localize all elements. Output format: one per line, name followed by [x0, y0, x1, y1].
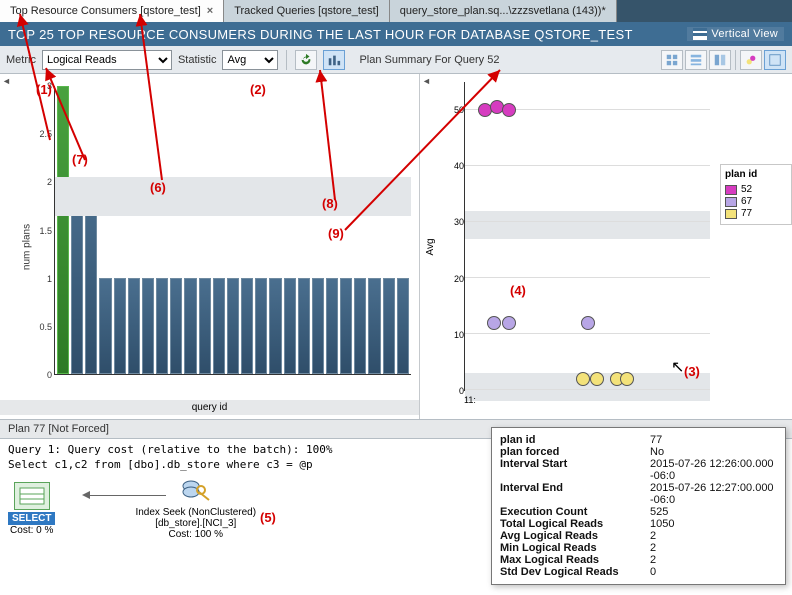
- barchart-xlabel: query id: [0, 400, 419, 415]
- statistic-select[interactable]: Avg: [222, 50, 278, 70]
- scatter-point[interactable]: [581, 316, 595, 330]
- metric-select[interactable]: Logical Reads: [42, 50, 172, 70]
- tab-label: Top Resource Consumers [qstore_test]: [10, 5, 201, 17]
- collapse-icon[interactable]: ◄: [2, 76, 11, 86]
- view-b-icon[interactable]: [764, 50, 786, 70]
- op-select[interactable]: SELECT Cost: 0 %: [8, 482, 55, 536]
- right-panel: ◄ Avg 01020304050 11: plan id 526777 ↖: [420, 74, 792, 419]
- bar[interactable]: [298, 278, 310, 374]
- bar[interactable]: [227, 278, 239, 374]
- vertical-view-button[interactable]: Vertical View: [687, 27, 784, 41]
- bar[interactable]: [199, 278, 211, 374]
- toolbar: Metric Logical Reads Statistic Avg Plan …: [0, 46, 792, 74]
- chart-type-icon[interactable]: [323, 50, 345, 70]
- statistic-label: Statistic: [178, 54, 217, 66]
- legend-item: 67: [725, 196, 787, 207]
- scatter-xaxis: 11:: [464, 395, 710, 405]
- bar[interactable]: [128, 278, 140, 374]
- select-icon: [14, 482, 50, 510]
- bar[interactable]: [57, 86, 69, 374]
- bar[interactable]: [284, 278, 296, 374]
- tab-query-file[interactable]: query_store_plan.sq...\zzzsvetlana (143)…: [390, 0, 617, 22]
- main: ◄ num plans 00.511.522.53 query id ◄ Avg…: [0, 74, 792, 419]
- page-title: TOP 25 TOP RESOURCE CONSUMERS DURING THE…: [8, 27, 633, 42]
- op-arrow: [86, 495, 166, 496]
- refresh-icon[interactable]: [295, 50, 317, 70]
- tab-label: Tracked Queries [qstore_test]: [234, 5, 379, 17]
- bar[interactable]: [340, 278, 352, 374]
- bar[interactable]: [156, 278, 168, 374]
- scatter-yaxis: 01020304050: [444, 82, 464, 391]
- bar[interactable]: [326, 278, 338, 374]
- scatter-point[interactable]: [576, 372, 590, 386]
- detail-icon[interactable]: [685, 50, 707, 70]
- vertical-view-icon: [693, 28, 707, 40]
- bar[interactable]: [354, 278, 366, 374]
- barchart-ylabel: num plans: [22, 223, 33, 269]
- view-a-icon[interactable]: [740, 50, 762, 70]
- op-seek-l2: [db_store].[NCI_3]: [135, 518, 256, 529]
- legend-item: 52: [725, 184, 787, 195]
- legend-title: plan id: [725, 169, 787, 180]
- bar[interactable]: [269, 278, 281, 374]
- scatter-point[interactable]: [502, 316, 516, 330]
- op-index-seek[interactable]: Index Seek (NonClustered) [db_store].[NC…: [135, 477, 256, 540]
- cursor-icon: ↖: [671, 357, 684, 377]
- bar[interactable]: [184, 278, 196, 374]
- scatter-point[interactable]: [502, 103, 516, 117]
- legend-item: 77: [725, 208, 787, 219]
- metric-label: Metric: [6, 54, 36, 66]
- bar[interactable]: [99, 278, 111, 374]
- scatter-point[interactable]: [590, 372, 604, 386]
- left-panel: ◄ num plans 00.511.522.53 query id: [0, 74, 420, 419]
- title-bar: TOP 25 TOP RESOURCE CONSUMERS DURING THE…: [0, 22, 792, 46]
- bar[interactable]: [241, 278, 253, 374]
- separator: [286, 50, 287, 70]
- vertical-view-label: Vertical View: [711, 28, 778, 40]
- op-select-cost: Cost: 0 %: [8, 525, 55, 536]
- tab-bar: Top Resource Consumers [qstore_test] × T…: [0, 0, 792, 22]
- bar[interactable]: [142, 278, 154, 374]
- tab-top-resource-consumers[interactable]: Top Resource Consumers [qstore_test] ×: [0, 0, 224, 22]
- bar[interactable]: [213, 278, 225, 374]
- tab-tracked-queries[interactable]: Tracked Queries [qstore_test]: [224, 0, 390, 22]
- grid-icon[interactable]: [661, 50, 683, 70]
- scatter-legend: plan id 526777: [720, 164, 792, 225]
- barchart-plot: [54, 86, 411, 375]
- scatter-point[interactable]: [487, 316, 501, 330]
- bar[interactable]: [255, 278, 267, 374]
- barchart-yaxis: 00.511.522.53: [32, 86, 52, 375]
- bar[interactable]: [170, 278, 182, 374]
- plan-summary-label: Plan Summary For Query 52: [359, 54, 499, 66]
- bar[interactable]: [114, 278, 126, 374]
- op-seek-l3: Cost: 100 %: [135, 529, 256, 540]
- bar[interactable]: [368, 278, 380, 374]
- compare-icon[interactable]: [709, 50, 731, 70]
- scatter-plot: [464, 82, 710, 391]
- barchart-bars: [57, 86, 409, 374]
- close-icon[interactable]: ×: [207, 5, 213, 17]
- bar[interactable]: [312, 278, 324, 374]
- scatter-xtick: 11:: [464, 395, 476, 405]
- op-select-label: SELECT: [8, 512, 55, 525]
- op-seek-l1: Index Seek (NonClustered): [135, 507, 256, 518]
- plan-tooltip: plan id77plan forcedNoInterval Start2015…: [491, 427, 786, 585]
- toolbar-right: [661, 50, 786, 70]
- tab-label: query_store_plan.sq...\zzzsvetlana (143)…: [400, 5, 606, 17]
- index-seek-icon: [178, 477, 214, 505]
- scatter-point[interactable]: [620, 372, 634, 386]
- separator: [735, 50, 736, 70]
- bar[interactable]: [397, 278, 409, 374]
- bar[interactable]: [383, 278, 395, 374]
- scatter-ylabel: Avg: [425, 238, 436, 255]
- collapse-icon[interactable]: ◄: [422, 76, 431, 86]
